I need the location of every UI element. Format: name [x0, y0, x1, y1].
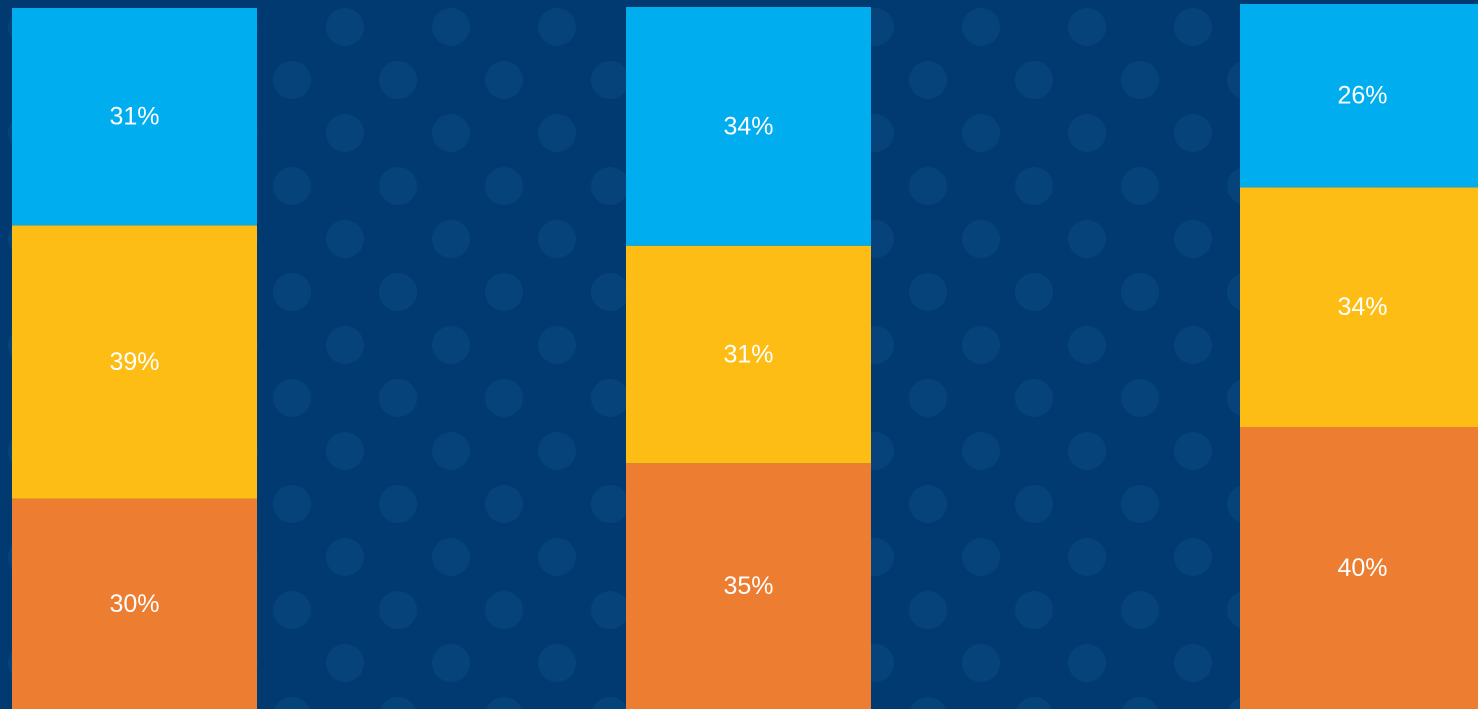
- bar-3-top-value-label: 26%: [1337, 82, 1387, 110]
- bar-2-middle-value-label: 31%: [723, 340, 773, 368]
- bar-1-middle-value-label: 39%: [109, 348, 159, 376]
- bar-3-bottom-value-label: 40%: [1337, 554, 1387, 582]
- bar-3-middle-segment: [1240, 187, 1478, 427]
- bar-3-bottom-segment: [1240, 427, 1478, 709]
- bar-1-middle-segment: [12, 225, 257, 499]
- bar-1-bottom-value-label: 30%: [109, 590, 159, 618]
- bar-2-bottom-segment: [626, 463, 871, 709]
- bar-3-top-segment: [1240, 4, 1478, 188]
- bar-2-middle-segment: [626, 245, 871, 464]
- bar-2-top-value-label: 34%: [723, 112, 773, 140]
- data-labels-layer: 30% 39% 31% 35% 31% 34% 40% 34% 26%: [109, 82, 1387, 618]
- bar-3-middle-value-label: 34%: [1337, 293, 1387, 321]
- bar-1-top-segment: [12, 8, 257, 226]
- bar-2-top-segment: [626, 7, 871, 246]
- bar-1-bottom-segment: [12, 498, 257, 709]
- bars-layer: [12, 4, 1478, 709]
- bar-1-top-value-label: 31%: [109, 103, 159, 131]
- bar-2-bottom-value-label: 35%: [723, 572, 773, 600]
